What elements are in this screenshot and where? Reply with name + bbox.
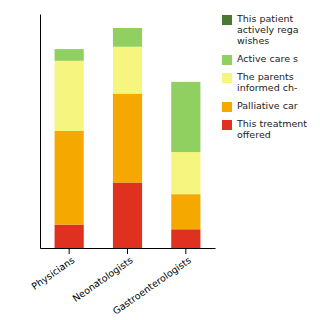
bar	[113, 28, 142, 47]
bar	[113, 94, 142, 183]
legend-swatch	[222, 73, 232, 83]
bar	[171, 82, 200, 152]
x-tick: Neonatologists	[70, 248, 134, 304]
bar	[55, 131, 84, 225]
bar	[113, 28, 142, 29]
x-tick-mark	[69, 248, 70, 254]
y-axis	[40, 15, 41, 249]
bar	[171, 81, 200, 82]
bar-series	[55, 28, 201, 152]
legend-label: Active care s	[237, 54, 298, 65]
legend-label: Palliative car	[237, 101, 298, 112]
legend: This patient actively rega wishes Active …	[222, 14, 318, 147]
legend-label: This patient actively rega wishes	[237, 14, 299, 47]
legend-swatch	[222, 120, 232, 130]
bar	[171, 229, 200, 248]
legend-item: This treatment offered	[222, 119, 318, 141]
bar	[113, 47, 142, 94]
y-axis-line	[40, 15, 41, 249]
bar	[55, 61, 84, 131]
legend-item: Palliative car	[222, 101, 318, 112]
legend-label: The parents informed ch-	[237, 72, 297, 94]
bar	[55, 49, 84, 50]
x-tick: Gastroenterologists	[111, 248, 194, 317]
legend-item: Active care s	[222, 54, 318, 65]
bar	[55, 225, 84, 248]
legend-label: This treatment offered	[237, 119, 307, 141]
x-tick-label: Gastroenterologists	[111, 254, 194, 316]
legend-item: The parents informed ch-	[222, 72, 318, 94]
bar	[113, 182, 142, 248]
x-tick-mark	[127, 248, 128, 254]
x-tick-mark	[185, 248, 186, 254]
x-tick-label: Physicians	[29, 254, 76, 291]
bar-series	[55, 47, 201, 194]
legend-swatch	[222, 102, 232, 112]
x-axis: PhysiciansNeonatologistsGastroenterologi…	[29, 248, 215, 317]
x-tick: Physicians	[29, 248, 76, 292]
chart: PhysiciansNeonatologistsGastroenterologi…	[0, 0, 320, 320]
bar	[171, 194, 200, 229]
bars	[55, 28, 201, 248]
bar	[171, 152, 200, 194]
plot: PhysiciansNeonatologistsGastroenterologi…	[29, 15, 215, 317]
legend-swatch	[222, 55, 232, 65]
legend-item: This patient actively rega wishes	[222, 14, 318, 47]
legend-swatch	[222, 15, 232, 25]
bar	[55, 49, 84, 61]
